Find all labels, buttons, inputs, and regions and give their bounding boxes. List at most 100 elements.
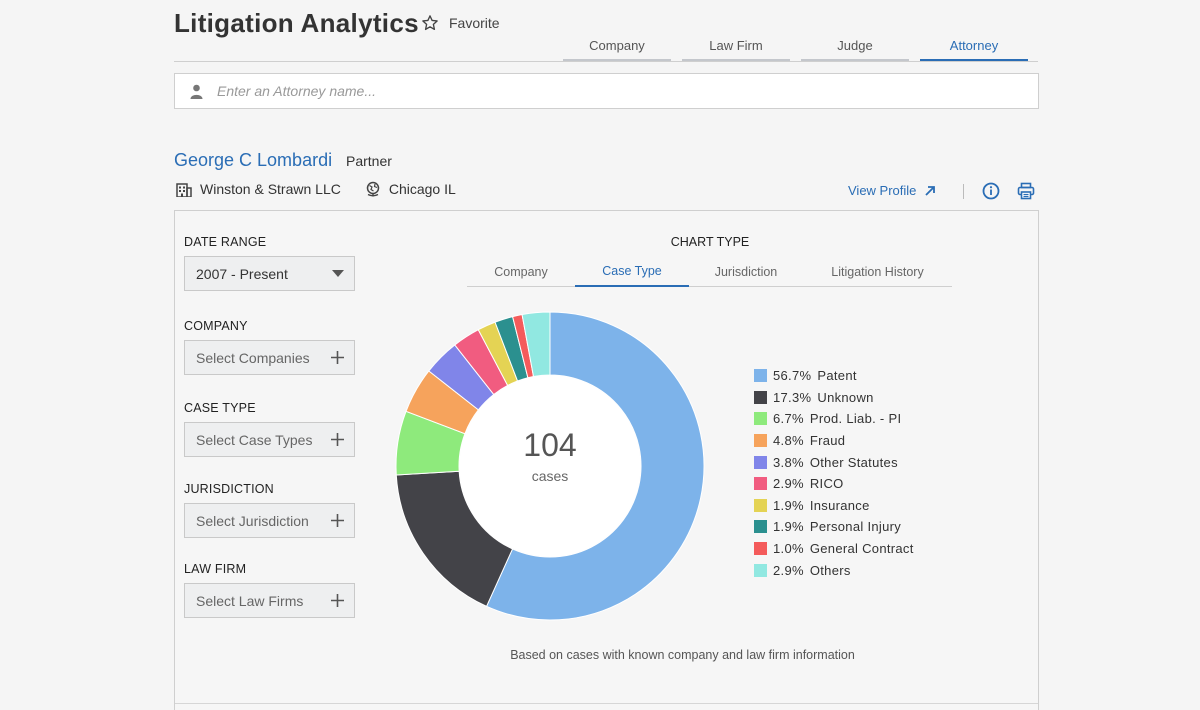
date-range-value: 2007 - Present [196, 265, 288, 282]
legend-label: Personal Injury [809, 519, 902, 535]
building-icon [176, 183, 192, 197]
external-link-icon [925, 185, 936, 196]
legend-item[interactable]: 4.8% Fraud [754, 430, 914, 452]
chart-type-tabs: Company Case Type Jurisdiction Litigatio… [467, 257, 952, 287]
chart-legend: 56.7% Patent 17.3% Unknown 6.7% Prod. Liab. -… [754, 365, 914, 581]
firm-name: Winston & Strawn LLC [200, 181, 341, 197]
legend-label: Fraud [809, 433, 846, 449]
company-filter-placeholder: Select Companies [196, 349, 310, 366]
jurisdiction-filter[interactable]: Select Jurisdiction [184, 503, 355, 538]
case-type-filter-placeholder: Select Case Types [196, 431, 313, 448]
jurisdiction-filter-placeholder: Select Jurisdiction [196, 512, 309, 529]
legend-swatch [754, 498, 767, 512]
print-icon[interactable] [1017, 182, 1035, 200]
date-range-select[interactable]: 2007 - Present [184, 256, 355, 291]
company-filter[interactable]: Select Companies [184, 340, 355, 375]
star-icon [422, 15, 438, 31]
header-divider [174, 61, 1038, 62]
caret-down-icon [332, 270, 344, 277]
legend-label: Insurance [809, 497, 870, 513]
law-firm-filter-placeholder: Select Law Firms [196, 592, 304, 609]
law-firm-filter[interactable]: Select Law Firms [184, 583, 355, 618]
plus-icon [331, 433, 344, 446]
legend-swatch [754, 434, 767, 448]
view-profile-label: View Profile [848, 183, 917, 198]
favorite-button[interactable]: Favorite [421, 14, 500, 32]
legend-label: Patent [817, 368, 857, 384]
info-icon[interactable] [982, 182, 1000, 200]
chart-tab-case-type[interactable]: Case Type [575, 257, 689, 287]
legend-percent: 1.9% [773, 497, 804, 513]
legend-item[interactable]: 6.7% Prod. Liab. - PI [754, 408, 914, 430]
legend-percent: 2.9% [773, 562, 804, 578]
donut-slice-patent[interactable] [485, 311, 705, 621]
legend-item[interactable]: 2.9% RICO [754, 473, 914, 495]
date-range-label: DATE RANGE [184, 235, 267, 249]
donut-center-value: 104 [523, 427, 576, 463]
company-filter-label: COMPANY [184, 319, 248, 333]
chart-tab-litigation-history[interactable]: Litigation History [831, 265, 924, 279]
legend-label: Others [809, 562, 851, 578]
attorney-info: Winston & Strawn LLC Chicago IL [176, 181, 456, 197]
legend-percent: 4.8% [773, 433, 804, 449]
donut-center-label: cases [532, 468, 569, 484]
attorney-name[interactable]: George C Lombardi [174, 150, 333, 170]
legend-percent: 6.7% [773, 411, 804, 427]
chart-footnote: Based on cases with known company and la… [510, 648, 855, 662]
panel-bottom-divider [175, 703, 1038, 704]
legend-swatch [754, 369, 767, 383]
legend-swatch [754, 477, 767, 491]
plus-icon [331, 351, 344, 364]
entity-tabs: Company Law Firm Judge Attorney [563, 38, 1028, 62]
case-type-filter-label: CASE TYPE [184, 401, 256, 415]
legend-item[interactable]: 17.3% Unknown [754, 387, 914, 409]
legend-label: General Contract [809, 541, 914, 557]
view-profile-link[interactable]: View Profile [848, 183, 936, 198]
attorney-search [174, 73, 1039, 109]
legend-percent: 1.0% [773, 541, 804, 557]
legend-label: Other Statutes [809, 454, 898, 470]
favorite-label: Favorite [449, 15, 500, 31]
law-firm-filter-label: LAW FIRM [184, 562, 247, 576]
legend-swatch [754, 520, 767, 534]
jurisdiction-filter-label: JURISDICTION [184, 482, 274, 496]
donut-hole [459, 375, 641, 557]
chart-tab-jurisdiction[interactable]: Jurisdiction [714, 265, 778, 279]
donut-slice-others[interactable] [521, 311, 551, 378]
location: Chicago IL [388, 181, 456, 197]
tab-judge[interactable]: Judge [801, 38, 909, 62]
chart-type-label: CHART TYPE [670, 235, 750, 249]
legend-swatch [754, 390, 767, 404]
case-type-filter[interactable]: Select Case Types [184, 422, 355, 457]
legend-label: RICO [809, 476, 844, 492]
chart-tab-company[interactable]: Company [494, 265, 548, 279]
legend-item[interactable]: 2.9% Others [754, 559, 914, 581]
legend-percent: 3.8% [773, 454, 804, 470]
attorney-role: Partner [346, 153, 392, 169]
legend-item[interactable]: 1.0% General Contract [754, 538, 914, 560]
legend-swatch [754, 412, 767, 426]
legend-swatch [754, 563, 767, 577]
page-title: Litigation Analytics [174, 8, 419, 38]
tab-company[interactable]: Company [563, 38, 671, 62]
person-icon [190, 84, 202, 99]
legend-label: Prod. Liab. - PI [809, 411, 902, 427]
legend-item[interactable]: 3.8% Other Statutes [754, 451, 914, 473]
legend-item[interactable]: 1.9% Insurance [754, 495, 914, 517]
plus-icon [331, 514, 344, 527]
case-type-donut-chart: 104 cases [395, 311, 705, 621]
legend-item[interactable]: 1.9% Personal Injury [754, 516, 914, 538]
toolbar-separator [963, 184, 964, 199]
legend-percent: 1.9% [773, 519, 804, 535]
legend-swatch [754, 455, 767, 469]
tab-law-firm[interactable]: Law Firm [682, 38, 790, 62]
legend-label: Unknown [817, 389, 874, 405]
legend-percent: 2.9% [773, 476, 804, 492]
globe-icon [366, 181, 380, 197]
plus-icon [331, 594, 344, 607]
legend-percent: 56.7% [773, 368, 812, 384]
legend-swatch [754, 542, 767, 556]
attorney-search-input[interactable] [217, 74, 1038, 108]
tab-attorney[interactable]: Attorney [920, 38, 1028, 62]
legend-item[interactable]: 56.7% Patent [754, 365, 914, 387]
